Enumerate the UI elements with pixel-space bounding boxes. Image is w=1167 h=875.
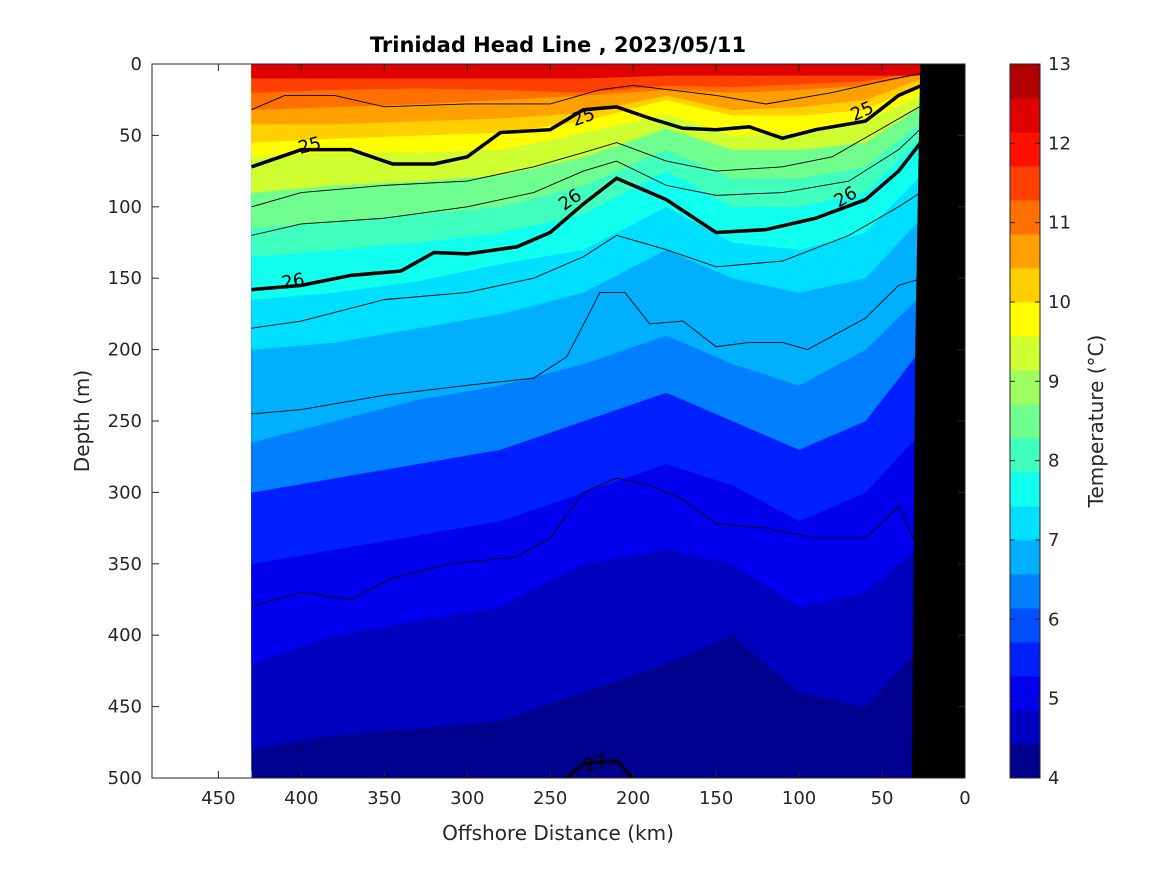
colorbar-frame <box>1009 63 1041 779</box>
density-contour-minor <box>251 477 916 608</box>
colorbar-swatch <box>1010 370 1040 405</box>
colorbar-swatch <box>1010 676 1040 711</box>
y-tick-label: 200 <box>108 340 142 361</box>
x-tick-label: 200 <box>616 788 650 809</box>
colorbar-tick-label: 4 <box>1048 768 1059 789</box>
colorbar-tick-label: 5 <box>1048 689 1059 710</box>
colorbar-tick-label: 11 <box>1048 213 1071 234</box>
seafloor-bathymetry <box>911 64 965 778</box>
colorbar-swatch <box>1010 404 1040 439</box>
x-tick-label: 50 <box>871 788 894 809</box>
density-contour-minor <box>251 185 933 329</box>
x-tick-label: 150 <box>699 788 733 809</box>
colorbar-swatch <box>1010 98 1040 133</box>
x-tick-label: 0 <box>959 788 970 809</box>
x-tick-label: 250 <box>533 788 567 809</box>
density-contour-major <box>250 79 933 169</box>
y-tick-label: 450 <box>108 697 142 718</box>
y-tick-label: 50 <box>119 125 142 146</box>
colorbar-tick-label: 10 <box>1048 292 1071 313</box>
x-tick-label: 100 <box>782 788 816 809</box>
colorbar-swatch <box>1010 166 1040 201</box>
colorbar-tick-label: 12 <box>1048 133 1071 154</box>
density-contour-minor <box>251 70 932 111</box>
colorbar-tick-label: 8 <box>1048 451 1059 472</box>
contour-label: 26 <box>280 269 306 294</box>
density-contour-27 <box>565 759 635 778</box>
colorbar-swatch <box>1010 642 1040 677</box>
y-tick-label: 350 <box>108 554 142 575</box>
colorbar-swatch <box>1010 64 1040 99</box>
colorbar-swatch <box>1010 744 1040 779</box>
colorbar-swatch <box>1010 268 1040 303</box>
colorbar-swatch <box>1010 608 1040 643</box>
y-tick-label: 0 <box>131 54 142 75</box>
plot-area <box>251 64 965 778</box>
x-tick-label: 300 <box>450 788 484 809</box>
y-tick-label: 500 <box>108 768 142 789</box>
colorbar-tick-label: 9 <box>1048 371 1059 392</box>
density-contour-minor <box>251 117 933 236</box>
colorbar-swatch <box>1010 438 1040 473</box>
colorbar-label: Temperature (°C) <box>1084 335 1108 509</box>
colorbar-swatch <box>1010 200 1040 235</box>
colorbar-swatch <box>1010 132 1040 167</box>
y-tick-label: 250 <box>108 411 142 432</box>
colorbar-tick-label: 6 <box>1048 609 1059 630</box>
colorbar: 4 5 6 7 8 9 10 11 12 13 <box>1009 54 1071 789</box>
colorbar-swatch <box>1010 234 1040 269</box>
colorbar-swatch <box>1010 506 1040 541</box>
colorbar-swatch <box>1010 540 1040 575</box>
y-tick-label: 400 <box>108 625 142 646</box>
colorbar-swatch <box>1010 302 1040 337</box>
y-tick-label: 300 <box>108 482 142 503</box>
colorbar-tick-label: 7 <box>1048 530 1059 551</box>
density-contour-minor <box>251 274 932 415</box>
x-tick-label: 450 <box>201 788 235 809</box>
y-axis-label: Depth (m) <box>70 370 94 472</box>
density-contour-major <box>251 127 934 292</box>
density-contour-minor <box>251 99 933 208</box>
y-tick-label: 100 <box>108 197 142 218</box>
chart-title: Trinidad Head Line , 2023/05/11 <box>370 33 746 57</box>
colorbar-swatch <box>1010 710 1040 745</box>
axes-ticks: 450 400 350 300 250 200 150 100 50 00501001502002… <box>108 54 971 809</box>
y-tick-label: 150 <box>108 268 142 289</box>
x-tick-label: 350 <box>367 788 401 809</box>
colorbar-swatch <box>1010 472 1040 507</box>
colorbar-swatch <box>1010 574 1040 609</box>
x-axis-label: Offshore Distance (km) <box>442 821 674 845</box>
colorbar-tick-label: 13 <box>1048 54 1071 75</box>
colorbar-swatch <box>1010 336 1040 371</box>
x-tick-label: 400 <box>284 788 318 809</box>
